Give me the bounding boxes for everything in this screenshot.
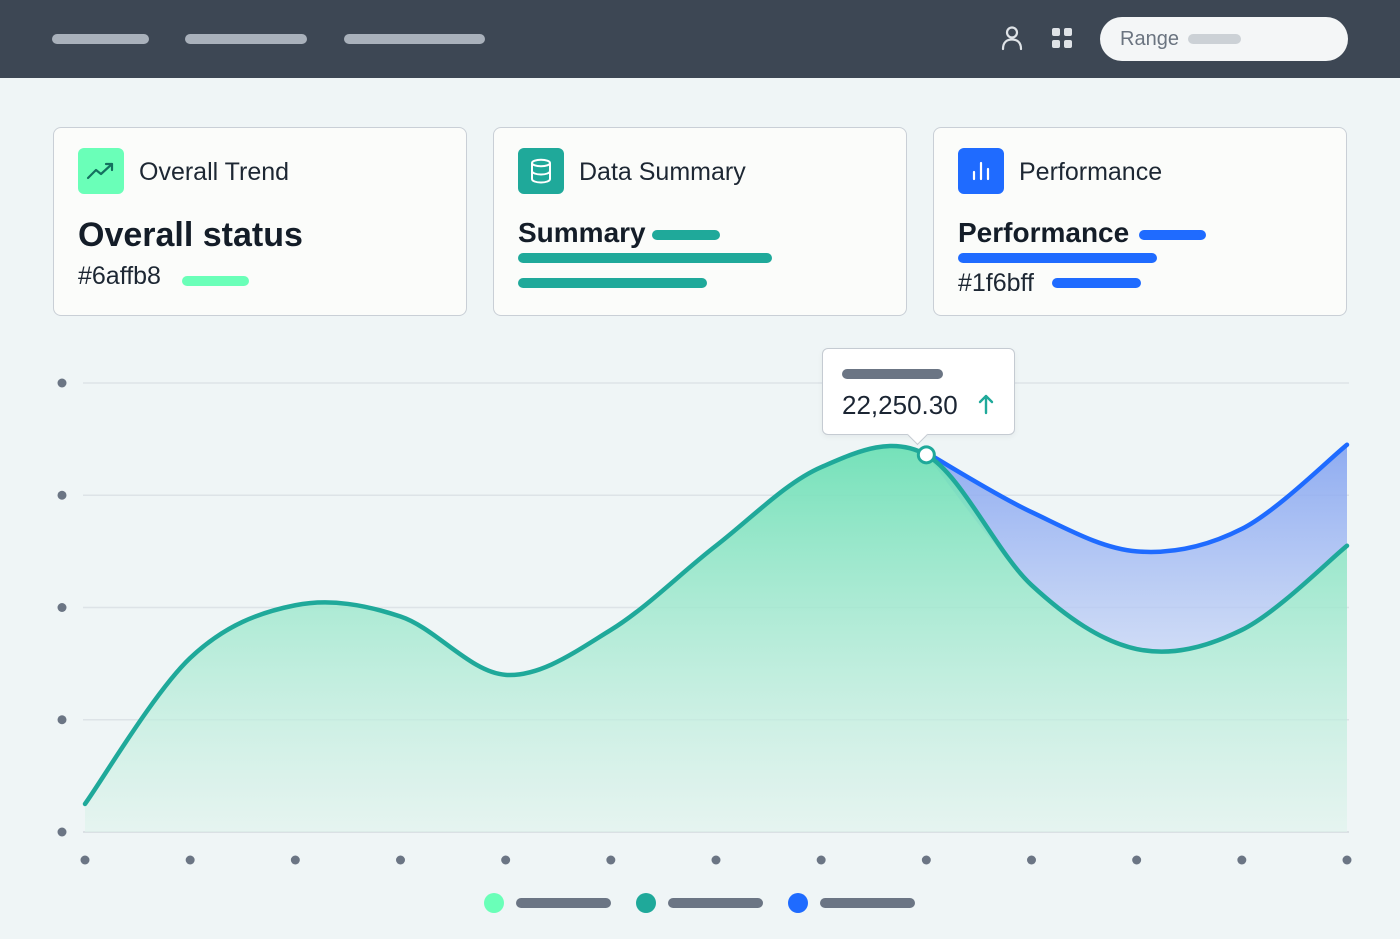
series-1-area — [85, 445, 1347, 832]
card-headline: Performance — [958, 217, 1130, 248]
top-bar: Range — [0, 0, 1400, 78]
series-2-area — [926, 444, 1347, 652]
legend-label-placeholder — [516, 898, 611, 908]
x-tick — [921, 855, 931, 865]
card-performance[interactable]: Performance Performance #1f6bff — [933, 127, 1347, 316]
card-accent-bar — [1052, 278, 1141, 288]
trend-up-icon — [78, 148, 124, 194]
x-tick — [501, 855, 511, 865]
range-label: Range — [1120, 27, 1179, 50]
nav-item-3[interactable] — [344, 34, 485, 44]
card-hex-value: #1f6bff — [958, 269, 1035, 297]
x-tick — [1132, 855, 1142, 865]
card-title: Overall Trend — [139, 158, 290, 186]
bar-chart-icon — [958, 148, 1004, 194]
card-hex-value: #6affb8 — [78, 262, 161, 290]
legend-item-1[interactable] — [484, 893, 611, 913]
range-value-placeholder — [1187, 34, 1241, 44]
highlight-point[interactable] — [916, 445, 936, 465]
x-tick — [1342, 855, 1352, 865]
x-tick — [1027, 855, 1036, 865]
card-title: Data Summary — [579, 158, 746, 186]
x-tick — [606, 855, 616, 865]
x-tick — [816, 855, 826, 865]
legend-swatch — [484, 893, 504, 913]
grid-icon[interactable] — [1047, 23, 1077, 53]
arrow-up-icon — [978, 394, 994, 415]
x-tick — [1237, 855, 1247, 865]
nav-item-2[interactable] — [185, 34, 307, 44]
x-tick — [396, 855, 405, 865]
card-accent-bar — [1139, 230, 1206, 240]
card-accent-bar — [958, 253, 1157, 263]
tooltip-label-placeholder — [842, 369, 943, 379]
legend-swatch — [636, 893, 656, 913]
legend-item-3[interactable] — [788, 893, 915, 913]
y-tick — [57, 378, 67, 388]
x-tick — [711, 855, 721, 865]
tooltip: 22,250.30 — [822, 348, 1015, 435]
database-icon — [518, 148, 564, 194]
legend-label-placeholder — [820, 898, 915, 908]
tooltip-value: 22,250.30 — [842, 390, 958, 420]
card-data-summary[interactable]: Data Summary Summary — [493, 127, 907, 316]
card-accent-bar — [518, 278, 707, 288]
card-title: Performance — [1019, 158, 1163, 186]
x-tick — [290, 855, 300, 865]
legend-item-2[interactable] — [636, 893, 763, 913]
user-icon[interactable] — [997, 23, 1027, 53]
card-accent-bar — [182, 276, 249, 286]
axis-ticks — [57, 378, 1352, 865]
card-overall-trend[interactable]: Overall Trend Overall status #6affb8 — [53, 127, 467, 316]
legend-label-placeholder — [668, 898, 763, 908]
card-headline: Summary — [518, 217, 646, 248]
card-headline: Overall status — [78, 216, 303, 254]
y-tick — [57, 603, 67, 612]
nav-item-1[interactable] — [52, 34, 149, 44]
x-tick — [80, 855, 90, 865]
legend-swatch — [788, 893, 808, 913]
y-tick — [57, 490, 67, 500]
range-selector[interactable]: Range — [1100, 17, 1348, 61]
card-accent-bar — [518, 253, 772, 263]
y-tick — [57, 827, 67, 837]
y-tick — [57, 715, 67, 725]
x-tick — [185, 855, 195, 865]
series-1-line — [82, 443, 1350, 807]
area-chart — [57, 378, 1352, 865]
series-2-line — [924, 442, 1350, 555]
card-accent-bar — [652, 230, 720, 240]
